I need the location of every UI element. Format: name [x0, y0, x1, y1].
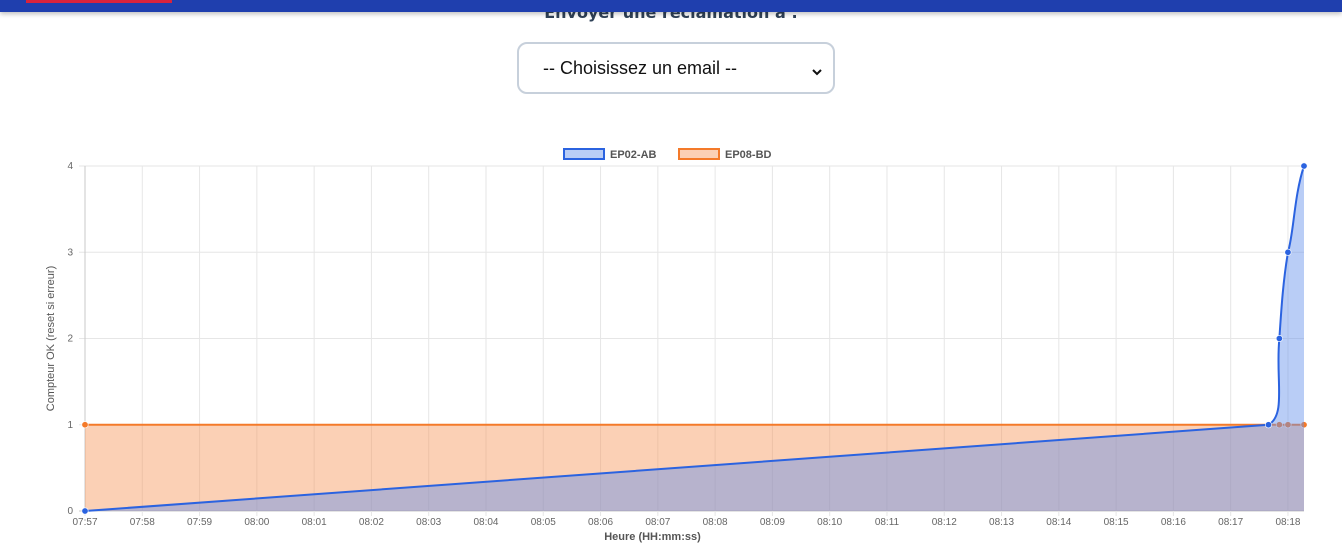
- x-tick-label: 07:57: [72, 517, 97, 528]
- x-tick-label: 08:07: [645, 517, 670, 528]
- x-tick-label: 08:02: [359, 517, 384, 528]
- x-tick-label: 08:00: [244, 517, 269, 528]
- x-tick-label: 08:18: [1275, 517, 1300, 528]
- x-tick-label: 08:08: [703, 517, 728, 528]
- legend-swatch: [563, 148, 605, 160]
- header-accent: [26, 0, 172, 3]
- y-tick-label: 1: [67, 420, 73, 431]
- y-tick-label: 4: [67, 161, 73, 172]
- x-tick-label: 08:16: [1161, 517, 1186, 528]
- series-line-ep02-ab: [84, 165, 1305, 512]
- x-tick-label: 08:17: [1218, 517, 1243, 528]
- data-point: [1275, 335, 1283, 343]
- data-point: [81, 507, 89, 515]
- legend-label: EP02-AB: [610, 149, 657, 161]
- y-tick-label: 3: [67, 247, 73, 258]
- y-tick-label: 2: [67, 334, 73, 345]
- legend-label: EP08-BD: [725, 149, 772, 161]
- x-tick-label: 08:14: [1046, 517, 1071, 528]
- series-fill-ep02-ab: [85, 166, 1304, 511]
- x-axis-title: Heure (HH:mm:ss): [604, 531, 701, 543]
- data-point: [1264, 421, 1272, 429]
- x-tick-label: 08:15: [1104, 517, 1129, 528]
- top-navigation-bar: [0, 0, 1342, 12]
- chevron-down-icon: [811, 62, 823, 76]
- x-tick-label: 08:13: [989, 517, 1014, 528]
- data-point: [1300, 421, 1308, 429]
- ok-counter-chart: 0 1 2 3 4 07:57 07:58 07:59 08:00 08:01 08:02 08:03…: [45, 148, 1308, 543]
- data-point: [1284, 248, 1292, 256]
- data-point: [1275, 421, 1283, 429]
- x-tick-label: 08:10: [817, 517, 842, 528]
- x-tick-label: 08:04: [473, 517, 498, 528]
- x-tick-label: 08:06: [588, 517, 613, 528]
- email-select-value: -- Choisissez un email --: [543, 57, 738, 78]
- x-tick-label: 08:12: [932, 517, 957, 528]
- x-tick-label: 08:05: [531, 517, 556, 528]
- legend-swatch: [678, 148, 720, 160]
- data-point: [1300, 162, 1308, 170]
- x-tick-label: 08:11: [875, 517, 900, 528]
- x-tick-label: 07:58: [130, 517, 155, 528]
- x-tick-label: 07:59: [187, 517, 212, 528]
- y-tick-label: 0: [67, 506, 73, 517]
- data-point: [81, 421, 89, 429]
- email-select[interactable]: -- Choisissez un email --: [517, 42, 835, 94]
- x-tick-label: 08:03: [416, 517, 441, 528]
- data-point: [1284, 421, 1292, 429]
- x-tick-label: 08:09: [760, 517, 785, 528]
- y-axis-title: Compteur OK (reset si erreur): [45, 266, 57, 411]
- x-tick-label: 08:01: [302, 517, 327, 528]
